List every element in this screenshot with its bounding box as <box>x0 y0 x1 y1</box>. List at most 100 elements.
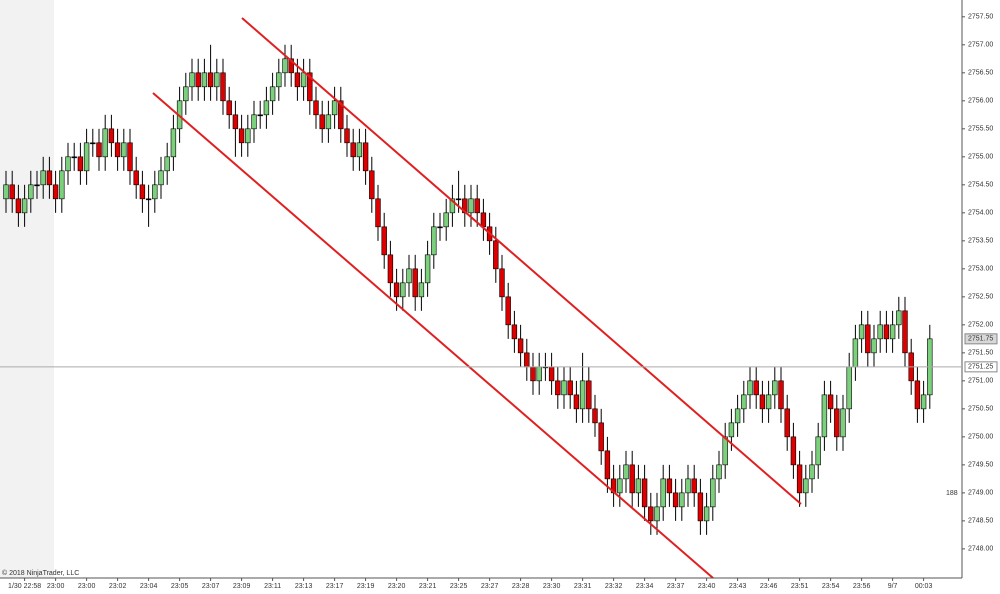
x-tick-label: 23:07 <box>202 583 220 590</box>
candle-body <box>871 338 877 354</box>
candle-body <box>251 114 257 130</box>
candle-body <box>319 114 325 130</box>
candle-body <box>77 156 84 172</box>
candle-body <box>530 366 536 382</box>
y-tick-label: 2757.50 <box>968 14 993 21</box>
candle-body <box>238 128 245 144</box>
y-tick-label: 2755.50 <box>968 126 993 133</box>
candle-body <box>567 380 573 396</box>
candle-body <box>65 156 71 172</box>
candle-body <box>561 380 567 396</box>
candle-body <box>592 408 598 424</box>
candle-body <box>331 100 338 116</box>
candle-body <box>784 408 790 438</box>
x-tick-label: 00:03 <box>915 583 933 590</box>
reference-label-box <box>964 361 998 373</box>
last-price-box <box>964 333 998 345</box>
candle-body <box>387 254 394 284</box>
y-tick-label: 2752.00 <box>968 322 993 329</box>
candle-body <box>654 506 660 522</box>
candle-body <box>195 72 201 88</box>
candle-body <box>629 464 635 494</box>
y-tick-label: 2755.00 <box>968 154 993 161</box>
candle-body <box>827 394 834 410</box>
candle-body <box>362 142 369 172</box>
candle-body <box>455 198 462 201</box>
candle-body <box>648 506 654 522</box>
candle-body <box>474 198 480 214</box>
candle-body <box>276 72 282 88</box>
candle-body <box>604 450 611 480</box>
candle-body <box>598 422 604 452</box>
candle-body <box>666 478 673 494</box>
candle-body <box>245 128 251 144</box>
candle-body <box>579 380 586 410</box>
candle-body <box>865 324 871 354</box>
x-tick-label: 23:40 <box>698 583 716 590</box>
x-tick-label: 23:34 <box>636 583 654 590</box>
candle-body <box>350 142 356 158</box>
candle-body <box>803 478 809 494</box>
x-tick-label: 23:25 <box>450 583 468 590</box>
x-tick-label: 23:30 <box>543 583 561 590</box>
candle-body <box>772 380 778 396</box>
candle-body <box>480 212 487 228</box>
candle-body <box>344 128 350 144</box>
candle-body <box>257 114 263 117</box>
candle-body <box>207 72 214 88</box>
x-tick-label: 23:21 <box>419 583 437 590</box>
candle-body <box>288 58 294 74</box>
x-tick-label: 23:13 <box>295 583 313 590</box>
candle-body <box>437 226 443 229</box>
candle-body <box>183 86 189 102</box>
x-tick-label: 9/7 <box>888 583 898 590</box>
x-tick-label: 23:46 <box>760 583 778 590</box>
candle-body <box>15 198 22 214</box>
candle-body <box>114 142 121 158</box>
y-tick-label: 2756.00 <box>968 98 993 105</box>
candle-body <box>83 142 90 172</box>
y-tick-label: 2750.00 <box>968 434 993 441</box>
y-tick-label: 2757.00 <box>968 42 993 49</box>
candle-body <box>307 72 313 102</box>
candle-body <box>40 170 46 186</box>
candle-body <box>505 296 511 326</box>
candle-body <box>548 366 555 382</box>
candle-body <box>102 128 108 158</box>
candle-body <box>96 142 102 158</box>
candle-body <box>511 324 518 340</box>
x-tick-label: 23:04 <box>140 583 158 590</box>
candle-body <box>170 128 177 158</box>
candle-body <box>635 478 642 494</box>
x-tick-label: 1/30 22:58 <box>8 583 41 590</box>
candle-body <box>586 380 592 410</box>
candle-body <box>747 380 753 396</box>
candle-body <box>821 394 828 438</box>
candle-body <box>449 198 456 214</box>
candle-body <box>660 478 666 508</box>
candle-body <box>443 212 449 228</box>
candle-body <box>226 100 232 116</box>
candle-body <box>623 464 629 480</box>
y-tick-label: 2751.00 <box>968 378 993 385</box>
candle-body <box>3 184 9 200</box>
session-break-shade <box>0 0 54 578</box>
candle-body <box>716 464 722 480</box>
candle-body <box>896 310 902 326</box>
candle-body <box>381 226 387 256</box>
x-tick-label: 23:02 <box>109 583 127 590</box>
candle-body <box>189 72 195 88</box>
candle-body <box>741 394 747 410</box>
reference-label: 2751.25 <box>968 364 993 371</box>
candle-body <box>722 436 728 466</box>
candle-body <box>269 86 276 102</box>
candle-body <box>152 184 158 200</box>
candle-body <box>573 394 580 410</box>
candle-body <box>685 478 691 494</box>
last-price-label: 2751.75 <box>968 336 993 343</box>
candle-body <box>796 464 803 494</box>
x-tick-label: 23:17 <box>326 583 344 590</box>
candle-body <box>127 142 133 172</box>
candle-body <box>809 464 815 480</box>
candle-body <box>412 268 418 298</box>
